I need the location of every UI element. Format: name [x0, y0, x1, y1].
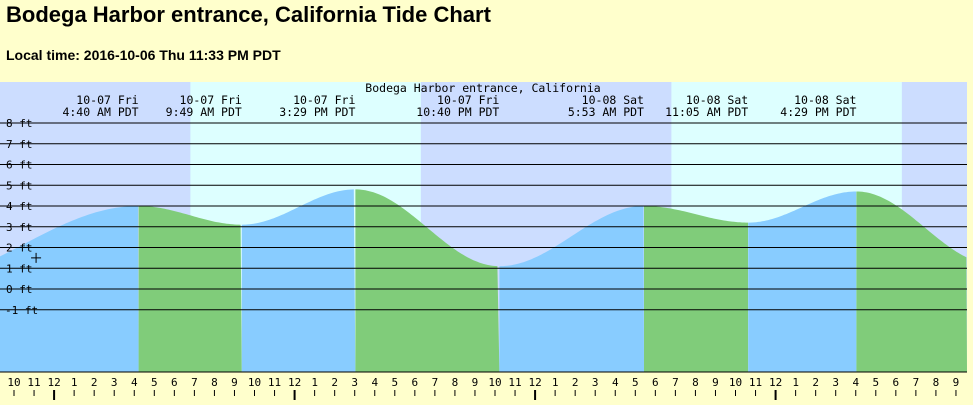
x-tick-label: 5 [632, 376, 639, 389]
extreme-time-label: 5:53 AM PDT [568, 105, 644, 119]
y-tick-label: -1 ft [5, 304, 38, 317]
x-tick-label: 12 [769, 376, 782, 389]
x-tick-label: 1 [552, 376, 559, 389]
x-tick-label: 11 [749, 376, 762, 389]
x-tick-label: 6 [652, 376, 659, 389]
chart-title: Bodega Harbor entrance, California [365, 82, 600, 95]
x-tick-label: 8 [692, 376, 699, 389]
x-tick-label: 4 [131, 376, 138, 389]
extreme-date-label: 10-08 Sat [794, 93, 856, 107]
local-time: Local time: 2016-10-06 Thu 11:33 PM PDT [6, 47, 281, 63]
x-tick-label: 5 [872, 376, 879, 389]
x-tick-label: 4 [371, 376, 378, 389]
x-tick-label: 12 [288, 376, 301, 389]
extreme-time-label: 4:40 AM PDT [62, 105, 138, 119]
extreme-time-label: 4:29 PM PDT [780, 105, 856, 119]
x-tick-label: 7 [913, 376, 920, 389]
x-tick-label: 5 [391, 376, 398, 389]
y-tick-label: 3 ft [6, 221, 33, 234]
y-tick-label: 4 ft [6, 200, 33, 213]
x-tick-label: 3 [111, 376, 118, 389]
x-tick-label: 6 [412, 376, 419, 389]
y-tick-label: 0 ft [6, 283, 33, 296]
tide-chart: 8 ft 7 ft 6 ft 5 ft 4 ft 3 ft 2 ft 1 ft 0 ft -1 f… [0, 82, 967, 405]
extreme-date-label: 10-08 Sat [686, 93, 748, 107]
y-tick-label: 6 ft [6, 159, 33, 172]
x-tick-label: 7 [672, 376, 679, 389]
falling-tide-area [355, 189, 500, 372]
x-tick-label: 3 [592, 376, 599, 389]
axis-strip [0, 372, 967, 405]
x-tick-label: 4 [852, 376, 859, 389]
falling-tide-area [856, 191, 967, 372]
x-tick-label: 10 [488, 376, 501, 389]
y-tick-label: 1 ft [6, 262, 33, 275]
x-tick-label: 2 [572, 376, 579, 389]
x-tick-label: 6 [893, 376, 900, 389]
x-tick-label: 9 [472, 376, 479, 389]
y-axis-labels: 8 ft 7 ft 6 ft 5 ft 4 ft 3 ft 2 ft 1 ft 0 ft -1 f… [5, 117, 38, 317]
x-tick-label: 6 [171, 376, 178, 389]
extreme-time-label: 9:49 AM PDT [166, 105, 242, 119]
x-tick-label: 10 [7, 376, 20, 389]
x-tick-label: 8 [933, 376, 940, 389]
grid-lines [0, 122, 967, 373]
x-tick-label: 2 [812, 376, 819, 389]
y-tick-label: 2 ft [6, 242, 33, 255]
x-tick-label: 3 [351, 376, 358, 389]
y-tick-label: 8 ft [6, 117, 33, 130]
x-axis-hours: 10 11 12 1 2 3 4 5 6 7 8 9 10 11 12 1 2 3 4 5 6 7 8 9 10 11 12 1 2 3 4… [7, 376, 959, 400]
x-tick-label: 10 [248, 376, 261, 389]
extreme-time-label: 10:40 PM PDT [416, 105, 499, 119]
x-tick-label: 7 [191, 376, 198, 389]
x-tick-label: 9 [953, 376, 960, 389]
x-tick-label: 8 [211, 376, 218, 389]
x-tick-label: 5 [151, 376, 158, 389]
x-tick-label: 1 [311, 376, 318, 389]
extreme-date-label: 10-07 Fri [293, 93, 355, 107]
extreme-time-label: 3:29 PM PDT [279, 105, 355, 119]
x-tick-label: 1 [792, 376, 799, 389]
x-tick-label: 1 [71, 376, 78, 389]
current-time-marker [31, 252, 42, 263]
y-tick-label: 7 ft [6, 138, 33, 151]
extreme-time-label: 11:05 AM PDT [665, 105, 748, 119]
x-tick-label: 12 [47, 376, 60, 389]
x-tick-label: 10 [729, 376, 742, 389]
x-tick-label: 8 [452, 376, 459, 389]
page-title: Bodega Harbor entrance, California Tide … [6, 2, 491, 27]
extreme-date-label: 10-07 Fri [180, 93, 242, 107]
extreme-date-label: 10-08 Sat [582, 93, 644, 107]
x-tick-label: 4 [612, 376, 619, 389]
y-tick-label: 5 ft [6, 179, 33, 192]
rising-tide-area [748, 191, 857, 372]
x-tick-label: 11 [27, 376, 40, 389]
x-tick-label: 9 [712, 376, 719, 389]
rising-tide-area [241, 189, 356, 372]
x-tick-label: 7 [432, 376, 439, 389]
x-tick-label: 3 [832, 376, 839, 389]
x-tick-label: 2 [91, 376, 98, 389]
extreme-date-label: 10-07 Fri [76, 93, 138, 107]
x-tick-label: 11 [268, 376, 281, 389]
x-tick-label: 2 [331, 376, 338, 389]
extreme-date-label: 10-07 Fri [437, 93, 499, 107]
x-tick-label: 12 [528, 376, 541, 389]
x-tick-label: 9 [231, 376, 238, 389]
x-tick-label: 11 [508, 376, 521, 389]
